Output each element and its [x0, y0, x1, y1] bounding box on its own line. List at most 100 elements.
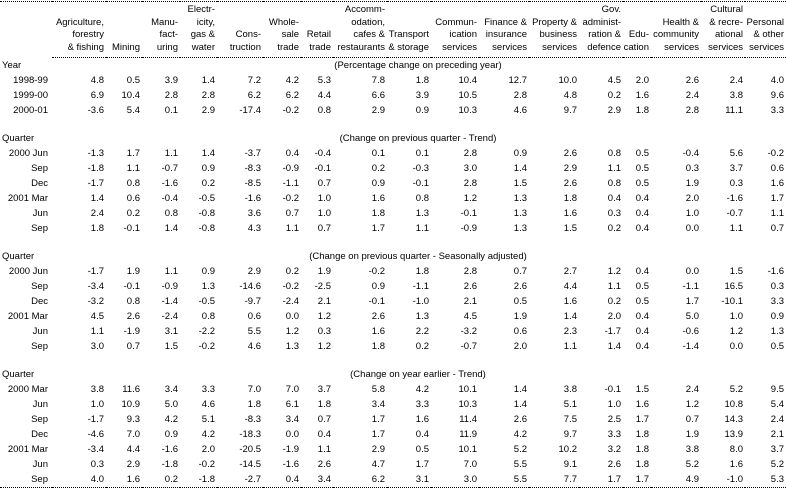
value-cell: 1.1 [164, 266, 178, 277]
value-cell: 1.7 [635, 414, 649, 425]
value-cell: 10.4 [121, 90, 141, 101]
value-cell: -0.2 [368, 266, 385, 277]
value-cell: 4.4 [317, 90, 331, 101]
value-cell: 1.8 [563, 193, 577, 204]
value-cell: 0.7 [126, 341, 140, 352]
value-cell: 2.1 [463, 296, 477, 307]
value-cell: 1.6 [126, 474, 140, 485]
value-cell: -1.7 [604, 326, 621, 337]
value-cell: 4.2 [285, 75, 299, 86]
col-header-construction: Cons- truction [217, 1, 263, 58]
value-cell: 2.0 [685, 193, 699, 204]
value-cell: -0.2 [198, 341, 215, 352]
value-cell: -9.7 [244, 296, 261, 307]
value-cell: 0.7 [685, 414, 699, 425]
col-header-transport-storage: Transport & storage [387, 1, 431, 58]
row-label: 1998-99 [13, 75, 48, 86]
value-cell: 1.7 [635, 474, 649, 485]
table-row: Sep 3.0 0.7 1.5 -0.2 4.6 1.3 1.2 1.8 0.2 -0.7 2.0 1.… [0, 339, 786, 354]
value-cell: 1.8 [371, 208, 385, 219]
value-cell: 1.8 [247, 399, 261, 410]
value-cell: -0.9 [161, 281, 178, 292]
value-cell: 0.3 [729, 178, 743, 189]
value-cell: 1.7 [126, 148, 140, 159]
value-cell: -3.4 [87, 281, 104, 292]
value-cell: 4.5 [90, 311, 104, 322]
row-label: Sep [31, 341, 48, 352]
value-cell: 10.4 [458, 75, 478, 86]
value-cell: 10.9 [121, 399, 141, 410]
value-cell: -1.6 [161, 178, 178, 189]
value-cell: 5.3 [770, 474, 784, 485]
value-cell: 0.8 [164, 208, 178, 219]
value-cell: 2.9 [563, 163, 577, 174]
value-cell: 0.5 [635, 178, 649, 189]
value-cell: 4.5 [463, 311, 477, 322]
table-row: Jun 1.1 -1.9 3.1 -2.2 5.5 1.2 0.3 1.6 2.2 -3.2 0.6 2… [0, 324, 786, 339]
table-row: Dec -1.7 0.8 -1.6 0.2 -8.5 -1.1 0.7 0.9 -0.1 2.8 1.… [0, 176, 786, 191]
value-cell: -0.7 [460, 341, 477, 352]
value-cell: 2.9 [247, 266, 261, 277]
value-cell: 1.9 [685, 178, 699, 189]
value-cell: 0.7 [317, 223, 331, 234]
value-cell: 0.1 [164, 105, 178, 116]
table-row: 2000-01 -3.6 5.4 0.1 2.9 -17.4 -0.2 0.8 2.9 0.9 10… [0, 103, 786, 118]
value-cell: -0.4 [314, 148, 331, 159]
value-cell: 5.4 [770, 399, 784, 410]
value-cell: 0.9 [371, 178, 385, 189]
value-cell: 1.6 [415, 414, 429, 425]
value-cell: 0.5 [513, 296, 527, 307]
value-cell: 0.2 [285, 266, 299, 277]
value-cell: 16.5 [724, 281, 744, 292]
value-cell: -1.4 [161, 296, 178, 307]
value-cell: 1.3 [415, 311, 429, 322]
value-cell: 4.0 [90, 474, 104, 485]
value-cell: 0.6 [126, 193, 140, 204]
section-label: Quarter [2, 369, 35, 380]
value-cell: -0.3 [412, 163, 429, 174]
value-cell: 3.0 [463, 163, 477, 174]
col-header-wholesale-trade: Whole- sale trade [263, 1, 301, 58]
table-row: 2001 Mar -3.4 4.4 -1.6 2.0 -20.5 -1.9 1.1 2.9 0.5… [0, 442, 786, 457]
value-cell: 0.2 [415, 341, 429, 352]
value-cell: 2.9 [371, 444, 385, 455]
value-cell: -0.2 [198, 459, 215, 470]
value-cell: 1.8 [635, 429, 649, 440]
value-cell: 0.5 [126, 75, 140, 86]
value-cell: 2.6 [513, 414, 527, 425]
value-cell: -0.8 [198, 223, 215, 234]
value-cell: -1.3 [87, 148, 104, 159]
value-cell: 2.6 [607, 459, 621, 470]
value-cell: -20.5 [239, 444, 261, 455]
table-body: Year (Percentage change on preceding year… [0, 58, 786, 488]
row-label: Jun [32, 326, 48, 337]
value-cell: 1.4 [607, 341, 621, 352]
value-cell: 0.3 [770, 281, 784, 292]
value-cell: 3.7 [770, 444, 784, 455]
value-cell: 1.0 [729, 311, 743, 322]
value-cell: 1.5 [563, 223, 577, 234]
table-row: Jun 2.4 0.2 0.8 -0.8 3.6 0.7 1.0 1.8 1.3 -0.1 1.3 1.… [0, 206, 786, 221]
value-cell: 6.6 [371, 90, 385, 101]
value-cell: -0.4 [682, 148, 699, 159]
value-cell: 4.8 [90, 75, 104, 86]
value-cell: 1.1 [729, 223, 743, 234]
value-cell: 5.0 [164, 399, 178, 410]
value-cell: 3.3 [770, 105, 784, 116]
row-label: 2000 Jun [8, 148, 48, 159]
value-cell: 7.5 [563, 414, 577, 425]
table-row: Dec -4.6 7.0 0.9 4.2 -18.3 0.0 0.4 1.7 0.4 11.9 4.2… [0, 427, 786, 442]
table-row: Sep 1.8 -0.1 1.4 -0.8 4.3 1.1 0.7 1.7 1.1 -0.9 1.3 1… [0, 221, 786, 236]
value-cell: -1.6 [244, 193, 261, 204]
value-cell: 4.4 [563, 281, 577, 292]
value-cell: 1.0 [607, 399, 621, 410]
value-cell: 1.0 [685, 208, 699, 219]
value-cell: 1.9 [513, 311, 527, 322]
value-cell: 4.6 [247, 341, 261, 352]
value-cell: 0.0 [285, 311, 299, 322]
value-cell: 2.4 [685, 90, 699, 101]
value-cell: -3.4 [87, 444, 104, 455]
value-cell: -2.5 [314, 281, 331, 292]
value-cell: 11.6 [122, 384, 140, 395]
